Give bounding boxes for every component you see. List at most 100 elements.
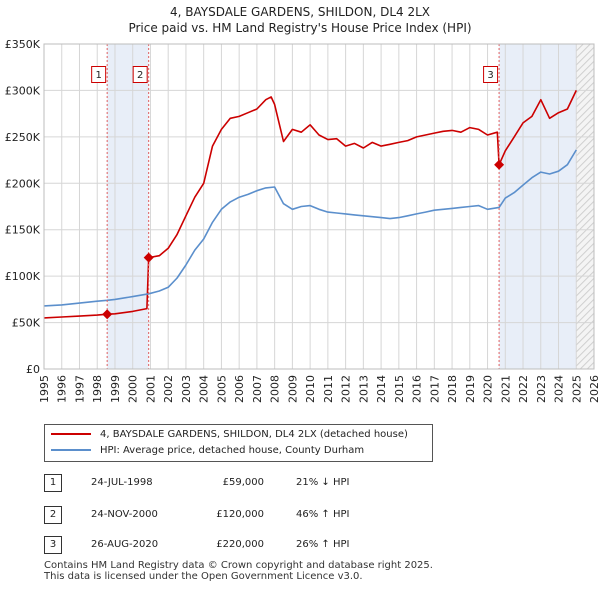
- transaction-marker-box: [483, 66, 499, 83]
- x-tick-label: 2016: [411, 375, 424, 403]
- future-hatch-line: [575, 256, 595, 276]
- future-hatch-line: [575, 347, 595, 367]
- x-tick-label: 2024: [553, 375, 566, 403]
- x-tick-label: 2006: [233, 375, 246, 403]
- x-tick-label: 1999: [109, 375, 122, 403]
- legend-swatch-price: [51, 433, 91, 435]
- footer-licence: This data is licensed under the Open Gov…: [44, 571, 363, 582]
- x-tick-label: 2018: [446, 375, 459, 403]
- legend-item-hpi: HPI: Average price, detached house, Coun…: [51, 444, 364, 458]
- transaction-marker-label: 2: [137, 70, 143, 81]
- transaction-number-badge: 3: [44, 536, 62, 554]
- future-hatch-line: [575, 221, 595, 241]
- x-tick-label: 2022: [517, 375, 530, 403]
- future-hatch-line: [575, 116, 595, 136]
- x-tick-label: 2019: [464, 375, 477, 403]
- future-hatch-line: [575, 172, 595, 192]
- future-hatch-line: [575, 53, 595, 73]
- transaction-marker-label: 3: [487, 70, 493, 81]
- x-tick-label: 2004: [198, 375, 211, 403]
- transaction-date: 24-NOV-2000: [91, 509, 158, 520]
- x-tick-label: 2005: [215, 375, 228, 403]
- y-tick-label: £150K: [5, 224, 41, 237]
- legend-label-price: 4, BAYSDALE GARDENS, SHILDON, DL4 2LX (d…: [100, 429, 408, 440]
- future-hatch-line: [575, 270, 595, 290]
- future-hatch-line: [575, 333, 595, 353]
- future-hatch-line: [575, 228, 595, 248]
- future-hatch-line: [575, 305, 595, 325]
- future-hatch-line: [575, 207, 595, 227]
- transaction-price: £220,000: [216, 539, 264, 550]
- future-hatch-line: [575, 326, 595, 346]
- y-tick-label: £250K: [5, 131, 41, 144]
- future-hatch-line: [575, 235, 595, 255]
- future-hatch-line: [575, 158, 595, 178]
- transaction-date: 24-JUL-1998: [91, 477, 153, 488]
- x-tick-label: 1995: [38, 375, 51, 403]
- x-tick-label: 1996: [56, 375, 69, 403]
- x-tick-label: 2025: [570, 375, 583, 403]
- y-tick-label: £0: [26, 363, 40, 376]
- x-tick-label: 2015: [393, 375, 406, 403]
- future-hatch-line: [575, 123, 595, 143]
- future-hatch-line: [575, 165, 595, 185]
- y-tick-label: £300K: [5, 84, 41, 97]
- transaction-price: £120,000: [216, 509, 264, 520]
- y-tick-label: £350K: [5, 38, 41, 51]
- x-tick-label: 2003: [180, 375, 193, 403]
- transaction-marker-label: 1: [95, 70, 101, 81]
- future-hatch-line: [575, 67, 595, 87]
- future-hatch-line: [575, 144, 595, 164]
- future-region: [576, 44, 594, 369]
- chart-title: 4, BAYSDALE GARDENS, SHILDON, DL4 2LX: [170, 5, 430, 19]
- shaded-period: [107, 44, 149, 369]
- chart-subtitle: Price paid vs. HM Land Registry's House …: [128, 21, 471, 35]
- transaction-marker-box: [132, 66, 148, 83]
- x-tick-label: 2008: [269, 375, 282, 403]
- future-hatch-line: [575, 137, 595, 157]
- future-hatch-line: [586, 361, 595, 370]
- x-tick-label: 2010: [304, 375, 317, 403]
- hpi-line: [43, 149, 577, 307]
- future-hatch-line: [575, 340, 595, 360]
- future-hatch-line: [575, 43, 584, 52]
- transaction-point: [143, 252, 154, 263]
- plot-border: [43, 43, 595, 370]
- future-hatch-line: [575, 291, 595, 311]
- transaction-price: £59,000: [222, 477, 264, 488]
- transaction-date: 26-AUG-2020: [91, 539, 159, 550]
- legend-swatch-hpi: [51, 449, 91, 451]
- price-chart: 4, BAYSDALE GARDENS, SHILDON, DL4 2LX Pr…: [5, 5, 600, 403]
- transaction-hpi-change: 21% ↓ HPI: [296, 477, 350, 488]
- x-tick-label: 2020: [482, 375, 495, 403]
- x-tick-label: 1998: [91, 375, 104, 403]
- x-tick-label: 2017: [428, 375, 441, 403]
- x-tick-label: 2012: [340, 375, 353, 403]
- future-hatch-line: [575, 88, 595, 108]
- transaction-point: [102, 309, 113, 320]
- future-hatch-line: [575, 151, 595, 171]
- future-hatch-line: [575, 102, 595, 122]
- x-tick-label: 2001: [144, 375, 157, 403]
- x-tick-label: 2023: [535, 375, 548, 403]
- future-hatch-line: [575, 130, 595, 150]
- future-hatch-line: [575, 284, 595, 304]
- future-hatch-line: [575, 81, 595, 101]
- future-hatch-line: [575, 186, 595, 206]
- shaded-period: [499, 44, 577, 369]
- transaction-number-badge: 2: [44, 506, 62, 524]
- transaction-number-badge: 1: [44, 474, 62, 492]
- legend-label-hpi: HPI: Average price, detached house, Coun…: [100, 445, 365, 456]
- x-tick-label: 2026: [588, 375, 600, 403]
- future-hatch-line: [575, 298, 595, 318]
- future-hatch-line: [575, 60, 595, 80]
- x-tick-label: 2000: [127, 375, 140, 403]
- future-hatch-line: [575, 200, 595, 220]
- x-tick-label: 2007: [251, 375, 264, 403]
- y-tick-label: £200K: [5, 177, 41, 190]
- future-hatch-line: [575, 95, 595, 115]
- future-hatch-line: [579, 354, 595, 370]
- x-tick-label: 2002: [162, 375, 175, 403]
- transaction-hpi-change: 46% ↑ HPI: [296, 509, 350, 520]
- chart-legend: 4, BAYSDALE GARDENS, SHILDON, DL4 2LX (d…: [44, 424, 433, 462]
